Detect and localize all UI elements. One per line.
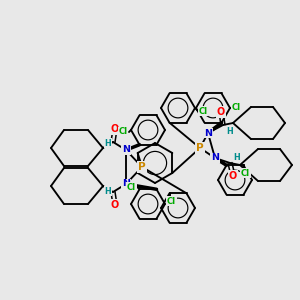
Text: Cl: Cl [118,128,127,136]
Text: O: O [229,171,237,181]
Text: P: P [196,143,204,153]
Text: Cl: Cl [241,169,250,178]
Text: H: H [105,187,111,196]
Text: O: O [111,124,119,134]
Text: N: N [122,179,130,188]
Text: P: P [138,162,146,172]
Text: N: N [122,146,130,154]
Text: Cl: Cl [198,106,208,116]
Text: Cl: Cl [127,183,136,192]
Text: H: H [226,127,233,136]
Text: Cl: Cl [167,197,176,206]
Text: H: H [105,139,111,148]
Text: O: O [217,107,225,117]
Text: H: H [234,152,240,161]
Text: Cl: Cl [231,103,241,112]
Text: O: O [111,200,119,210]
Text: N: N [211,154,219,163]
Text: N: N [204,128,212,137]
